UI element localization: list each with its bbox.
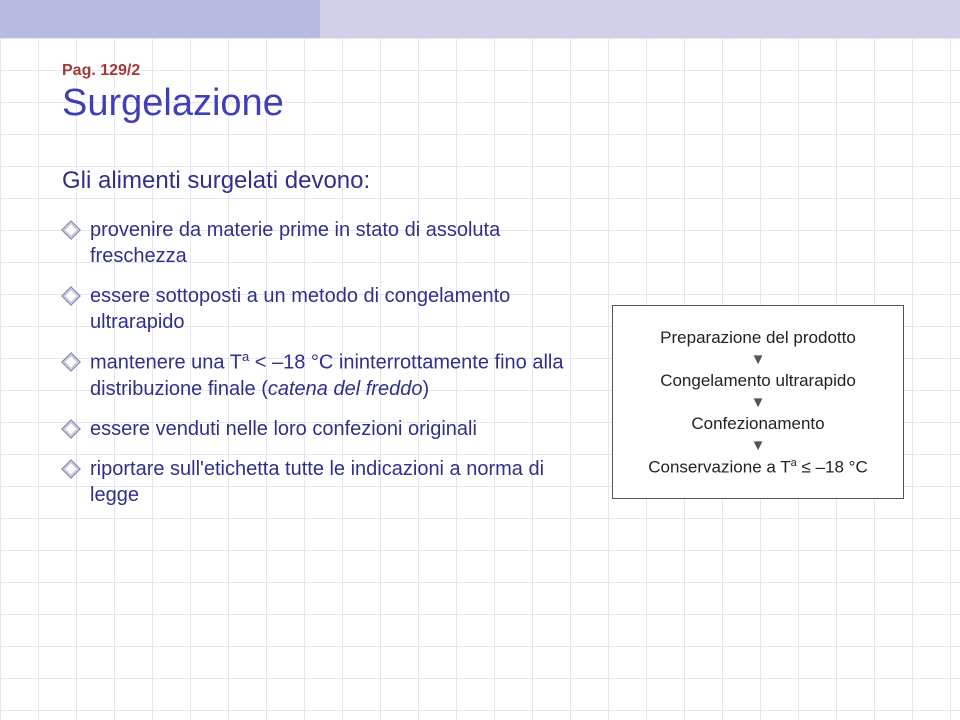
down-arrow-icon: ▼ xyxy=(635,395,881,410)
slide-subhead: Gli alimenti surgelati devono: xyxy=(62,167,912,195)
bullet-item: essere venduti nelle loro confezioni ori… xyxy=(62,416,582,442)
top-band-seg-light xyxy=(320,0,960,38)
top-band-seg-dark xyxy=(0,0,320,38)
content-row: provenire da materie prime in stato di a… xyxy=(62,217,912,522)
bullet-item: provenire da materie prime in stato di a… xyxy=(62,217,582,269)
flow-box: Preparazione del prodotto ▼ Congelamento u… xyxy=(612,305,904,499)
flow-step: Preparazione del prodotto xyxy=(635,328,881,348)
page-reference: Pag. 129/2 xyxy=(62,62,912,80)
bullet-list: provenire da materie prime in stato di a… xyxy=(62,217,582,522)
bullet-item: riportare sull'etichetta tutte le indica… xyxy=(62,456,582,508)
flow-step: Congelamento ultrarapido xyxy=(635,371,881,391)
top-band xyxy=(0,0,960,38)
flow-step-final: Conservazione a Ta ≤ –18 °C xyxy=(635,457,881,478)
down-arrow-icon: ▼ xyxy=(635,438,881,453)
bullet-item: essere sottoposti a un metodo di congela… xyxy=(62,283,582,335)
bullet-item: mantenere una Ta < –18 °C ininterrottame… xyxy=(62,349,582,402)
slide-content: Pag. 129/2 Surgelazione Gli alimenti sur… xyxy=(62,62,912,522)
flow-step: Confezionamento xyxy=(635,414,881,434)
slide-title: Surgelazione xyxy=(62,82,912,125)
down-arrow-icon: ▼ xyxy=(635,352,881,367)
